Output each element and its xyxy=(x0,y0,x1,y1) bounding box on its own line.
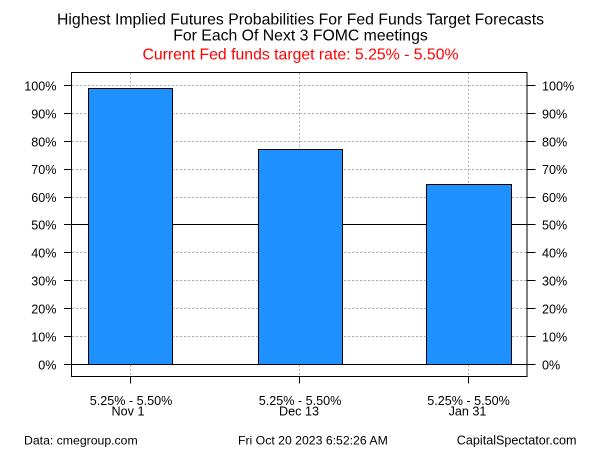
svg-text:0%: 0% xyxy=(542,359,560,373)
svg-text:20%: 20% xyxy=(542,303,567,317)
svg-text:90%: 90% xyxy=(31,108,56,122)
svg-text:100%: 100% xyxy=(24,80,56,94)
svg-text:Nov 1: Nov 1 xyxy=(112,405,145,419)
svg-text:Dec 13: Dec 13 xyxy=(279,405,319,419)
svg-text:5.25% - 5.50%: 5.25% - 5.50% xyxy=(90,394,173,408)
svg-text:10%: 10% xyxy=(542,331,567,345)
svg-text:50%: 50% xyxy=(542,219,567,233)
svg-text:5.25% - 5.50%: 5.25% - 5.50% xyxy=(427,394,510,408)
svg-text:80%: 80% xyxy=(31,136,56,150)
svg-text:Fri Oct 20 2023 6:52:26 AM: Fri Oct 20 2023 6:52:26 AM xyxy=(238,433,388,447)
svg-text:30%: 30% xyxy=(31,275,56,289)
svg-text:100%: 100% xyxy=(542,80,574,94)
svg-text:For Each Of Next 3 FOMC meetin: For Each Of Next 3 FOMC meetings xyxy=(173,28,428,45)
svg-text:20%: 20% xyxy=(31,303,56,317)
svg-text:60%: 60% xyxy=(31,191,56,205)
svg-text:90%: 90% xyxy=(542,108,567,122)
svg-text:0%: 0% xyxy=(38,359,56,373)
svg-text:40%: 40% xyxy=(31,247,56,261)
svg-text:70%: 70% xyxy=(542,163,567,177)
svg-text:60%: 60% xyxy=(542,191,567,205)
svg-text:10%: 10% xyxy=(31,331,56,345)
svg-text:Jan 31: Jan 31 xyxy=(449,405,487,419)
svg-text:80%: 80% xyxy=(542,136,567,150)
svg-text:5.25% - 5.50%: 5.25% - 5.50% xyxy=(259,394,342,408)
svg-text:Data: cmegroup.com: Data: cmegroup.com xyxy=(24,433,138,447)
svg-text:70%: 70% xyxy=(31,163,56,177)
svg-text:30%: 30% xyxy=(542,275,567,289)
svg-text:CapitalSpectator.com: CapitalSpectator.com xyxy=(457,433,577,447)
svg-text:50%: 50% xyxy=(31,219,56,233)
svg-text:Highest Implied Futures Probab: Highest Implied Futures Probabilities Fo… xyxy=(57,11,544,28)
svg-text:40%: 40% xyxy=(542,247,567,261)
svg-text:Current Fed funds target rate:: Current Fed funds target rate: 5.25% - 5… xyxy=(142,47,458,64)
